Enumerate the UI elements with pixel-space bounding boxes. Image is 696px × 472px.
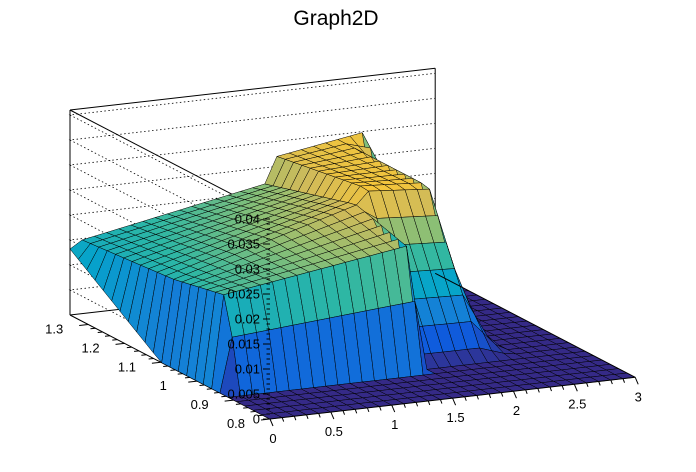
y-minor-tick bbox=[163, 365, 169, 368]
x-minor-tick bbox=[379, 406, 382, 411]
x-minor-tick bbox=[318, 413, 321, 418]
x-minor-tick bbox=[366, 407, 370, 413]
y-minor-tick bbox=[206, 388, 212, 390]
x-tick-label: 0 bbox=[269, 431, 276, 446]
x-minor-tick bbox=[293, 416, 297, 421]
chart-title: Graph2D bbox=[293, 7, 378, 30]
x-minor-tick bbox=[537, 388, 540, 393]
y-minor-tick bbox=[90, 327, 96, 330]
x-tick-label: 1 bbox=[391, 417, 398, 432]
y-minor-tick bbox=[184, 376, 191, 379]
x-minor-tick bbox=[306, 414, 309, 420]
y-minor-tick bbox=[104, 335, 111, 337]
x-minor-tick bbox=[598, 381, 601, 386]
y-tick-label: 0.8 bbox=[227, 416, 245, 431]
y-tick bbox=[79, 323, 89, 326]
y-minor-tick bbox=[199, 384, 205, 386]
y-tick-label: 1.3 bbox=[45, 321, 63, 336]
x-tick bbox=[330, 411, 335, 420]
y-minor-tick bbox=[97, 331, 103, 334]
x-minor-tick bbox=[549, 386, 552, 392]
z-tick-label: 0.025 bbox=[227, 287, 260, 302]
x-tick-label: 0.5 bbox=[325, 424, 343, 439]
y-tick bbox=[188, 380, 198, 383]
x-tick-label: 3 bbox=[635, 389, 642, 404]
y-minor-tick bbox=[126, 346, 132, 349]
y-minor-tick bbox=[235, 403, 241, 405]
x-minor-tick bbox=[610, 379, 613, 385]
surface-plot bbox=[69, 132, 636, 420]
x-minor-tick bbox=[427, 400, 431, 406]
y-tick-label: 0.9 bbox=[191, 397, 209, 412]
z-tick-label: 0.04 bbox=[235, 212, 260, 227]
x-tick bbox=[573, 384, 578, 392]
x-minor-tick bbox=[488, 393, 492, 399]
x-tick bbox=[513, 391, 517, 399]
z-tick-label: 0 bbox=[253, 412, 260, 427]
x-minor-tick bbox=[525, 389, 528, 394]
z-tick-label: 0.035 bbox=[227, 237, 260, 252]
z-tick-label: 0.03 bbox=[235, 262, 260, 277]
frame-edge bbox=[69, 67, 436, 111]
y-minor-tick bbox=[134, 350, 140, 352]
x-minor-tick bbox=[561, 385, 565, 390]
z-tick-label: 0.02 bbox=[235, 312, 260, 327]
x-tick-label: 2 bbox=[513, 403, 520, 418]
y-tick-label: 1 bbox=[160, 378, 167, 393]
x-tick-label: 2.5 bbox=[568, 396, 586, 411]
y-tick-label: 1.1 bbox=[118, 359, 136, 374]
x-minor-tick bbox=[403, 403, 406, 408]
y-minor-tick bbox=[148, 357, 154, 360]
z-axis: 0 0.005 0.01 0.015 0.02 0.025 0.03 0.035 0.04 bbox=[227, 212, 270, 427]
y-tick bbox=[224, 399, 234, 402]
y-axis: 0.8 0.9 1 1.1 1.2 1.3 bbox=[45, 321, 271, 431]
x-tick bbox=[391, 404, 396, 413]
y-minor-tick bbox=[141, 354, 147, 356]
axes-frame-back bbox=[69, 67, 436, 420]
x-tick bbox=[452, 397, 457, 406]
y-tick bbox=[151, 361, 161, 364]
x-tick-label: 1.5 bbox=[447, 410, 465, 425]
y-minor-tick bbox=[112, 339, 118, 341]
x-minor-tick bbox=[439, 399, 443, 404]
y-minor-tick bbox=[214, 392, 220, 394]
x-minor-tick bbox=[586, 382, 589, 388]
x-minor-tick bbox=[476, 395, 479, 400]
y-minor-tick bbox=[250, 410, 256, 413]
y-minor-tick bbox=[177, 373, 183, 375]
x-minor-tick bbox=[622, 378, 625, 383]
z-tick-label: 0.015 bbox=[227, 337, 260, 352]
z-tick-label: 0.005 bbox=[227, 387, 260, 402]
y-minor-tick bbox=[170, 369, 176, 371]
x-tick bbox=[634, 377, 639, 385]
x-minor-tick bbox=[281, 417, 285, 422]
frame-edge bbox=[434, 272, 636, 378]
x-minor-tick bbox=[500, 392, 504, 397]
x-tick bbox=[269, 418, 274, 427]
y-minor-tick bbox=[221, 395, 227, 398]
y-minor-tick bbox=[257, 414, 263, 417]
z-tick-label: 0.01 bbox=[235, 362, 260, 377]
x-axis: 0 0.5 1 1.5 2 2.5 3 bbox=[269, 377, 642, 446]
y-tick-label: 1.2 bbox=[82, 340, 100, 355]
x-minor-tick bbox=[354, 409, 358, 414]
x-minor-tick bbox=[415, 402, 419, 407]
x-minor-tick bbox=[342, 410, 346, 415]
x-minor-tick bbox=[464, 396, 467, 401]
y-minor-tick bbox=[243, 407, 249, 409]
y-tick bbox=[115, 342, 125, 345]
